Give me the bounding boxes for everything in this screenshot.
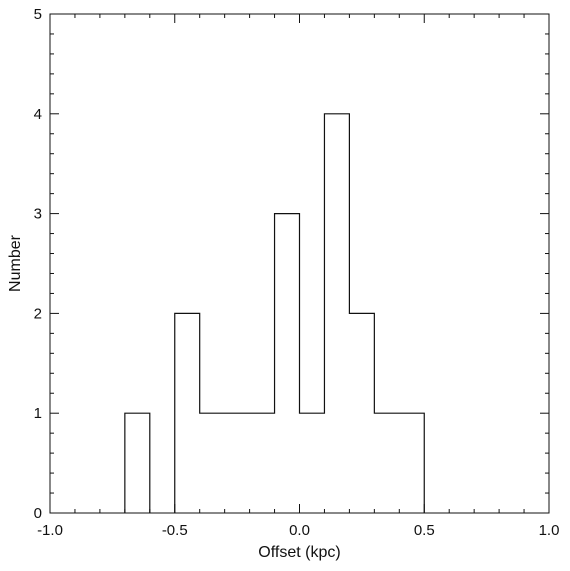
histogram-bar xyxy=(399,413,424,513)
histogram-bar xyxy=(125,413,150,513)
y-tick-label: 0 xyxy=(34,505,42,522)
y-tick-labels: 0 1 2 3 4 5 xyxy=(34,6,42,522)
histogram-bar xyxy=(250,413,275,513)
y-tick-label: 5 xyxy=(34,6,42,23)
major-ticks xyxy=(49,13,550,514)
y-tick-label: 3 xyxy=(34,206,42,223)
y-axis-label: Number xyxy=(7,234,24,292)
minor-ticks xyxy=(50,14,549,513)
histogram-bar xyxy=(200,413,225,513)
histogram-bar xyxy=(225,413,250,513)
histogram-bar xyxy=(175,313,200,513)
x-axis-label: Offset (kpc) xyxy=(258,544,340,561)
y-tick-label: 4 xyxy=(34,106,42,123)
x-tick-label: -0.5 xyxy=(162,522,188,539)
y-tick-label: 1 xyxy=(34,405,42,422)
histogram-outline xyxy=(124,113,425,513)
x-tick-label: 0.0 xyxy=(289,522,310,539)
x-tick-label: 0.5 xyxy=(414,522,435,539)
histogram-bar xyxy=(275,214,300,513)
x-tick-label: -1.0 xyxy=(37,522,63,539)
histogram-bar xyxy=(374,413,399,513)
x-tick-label: 1.0 xyxy=(539,522,560,539)
histogram-bars xyxy=(125,114,424,513)
y-tick-label: 2 xyxy=(34,305,42,322)
histogram-bar xyxy=(349,313,374,513)
histogram-bar xyxy=(300,413,325,513)
histogram-bar xyxy=(324,114,349,513)
x-tick-labels: -1.0 -0.5 0.0 0.5 1.0 xyxy=(37,522,559,539)
